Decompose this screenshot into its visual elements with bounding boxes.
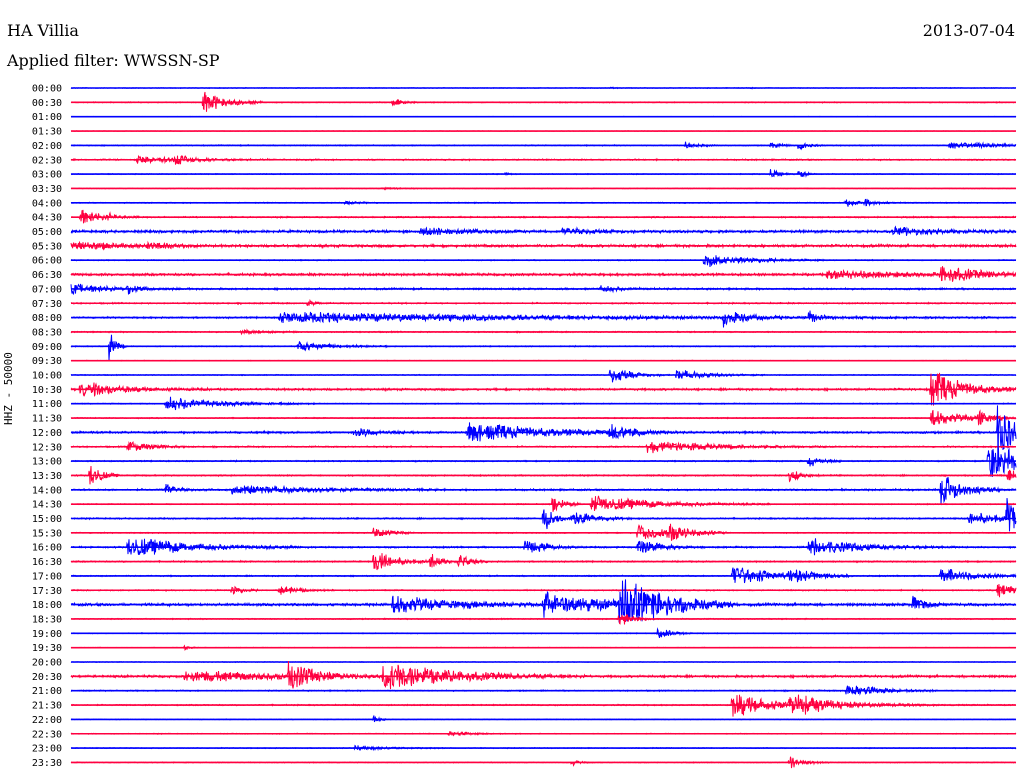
- time-tick-label: 23:00: [32, 744, 62, 755]
- seismic-trace-0630: [70, 266, 1017, 282]
- time-tick-label: 05:00: [32, 227, 62, 238]
- time-tick-label: 10:30: [32, 385, 62, 396]
- time-tick-label: 18:00: [32, 600, 62, 611]
- seismic-trace-1500: [70, 498, 1017, 532]
- time-tick-label: 04:30: [32, 213, 62, 224]
- time-tick-label: 05:30: [32, 241, 62, 252]
- seismic-trace-0300: [70, 169, 1017, 178]
- time-tick-label: 12:30: [32, 442, 62, 453]
- seismic-trace-1800: [70, 579, 1017, 624]
- time-tick-label: 03:00: [32, 170, 62, 181]
- station-name: HA Villia: [7, 21, 79, 40]
- time-tick-label: 16:00: [32, 543, 62, 554]
- time-tick-label: 15:00: [32, 514, 62, 525]
- time-tick-label: 09:30: [32, 356, 62, 367]
- time-tick-label: 11:00: [32, 399, 62, 410]
- time-tick-label: 22:30: [32, 729, 62, 740]
- time-tick-label: 02:30: [32, 155, 62, 166]
- seismic-trace-1000: [70, 369, 1017, 383]
- time-tick-label: 19:00: [32, 629, 62, 640]
- time-tick-label: 20:30: [32, 672, 62, 683]
- time-tick-label: 22:00: [32, 715, 62, 726]
- time-tick-label: 17:00: [32, 571, 62, 582]
- time-tick-label: 18:30: [32, 614, 62, 625]
- time-tick-label: 10:00: [32, 371, 62, 382]
- time-tick-label: 13:00: [32, 457, 62, 468]
- time-tick-label: 20:00: [32, 658, 62, 669]
- seismic-trace-1400: [71, 477, 1017, 505]
- time-tick-label: 14:30: [32, 500, 62, 511]
- time-tick-label: 11:30: [32, 414, 62, 425]
- time-tick-label: 06:30: [32, 270, 62, 281]
- seismic-trace-1200: [70, 405, 1017, 467]
- time-tick-label: 08:00: [32, 313, 62, 324]
- applied-filter: Applied filter: WWSSN-SP: [7, 51, 220, 70]
- time-tick-label: 00:30: [32, 98, 62, 109]
- time-tick-label: 01:00: [32, 112, 62, 123]
- time-tick-label: 23:30: [32, 758, 62, 769]
- time-tick-label: 13:30: [32, 471, 62, 482]
- time-tick-label: 16:30: [32, 557, 62, 568]
- time-tick-label: 08:30: [32, 327, 62, 338]
- time-tick-label: 12:00: [32, 428, 62, 439]
- seismic-trace-2030: [70, 660, 1017, 690]
- time-tick-label: 03:30: [32, 184, 62, 195]
- time-tick-label: 06:00: [32, 256, 62, 267]
- time-tick-label: 07:00: [32, 284, 62, 295]
- time-tick-label: 21:30: [32, 701, 62, 712]
- seismic-trace-0900: [70, 334, 1017, 361]
- time-tick-label: 09:00: [32, 342, 62, 353]
- seismic-trace-0800: [71, 310, 1017, 328]
- record-date: 2013-07-04: [922, 21, 1015, 40]
- time-tick-label: 19:30: [32, 643, 62, 654]
- time-tick-label: 21:00: [32, 686, 62, 697]
- time-tick-label: 04:00: [32, 198, 62, 209]
- time-tick-label: 15:30: [32, 528, 62, 539]
- time-tick-label: 02:00: [32, 141, 62, 152]
- time-tick-label: 01:30: [32, 127, 62, 138]
- seismic-trace-0600: [70, 255, 1017, 267]
- time-tick-label: 00:00: [32, 84, 62, 95]
- time-tick-label: 14:00: [32, 485, 62, 496]
- time-tick-label: 17:30: [32, 586, 62, 597]
- time-tick-label: 07:30: [32, 299, 62, 310]
